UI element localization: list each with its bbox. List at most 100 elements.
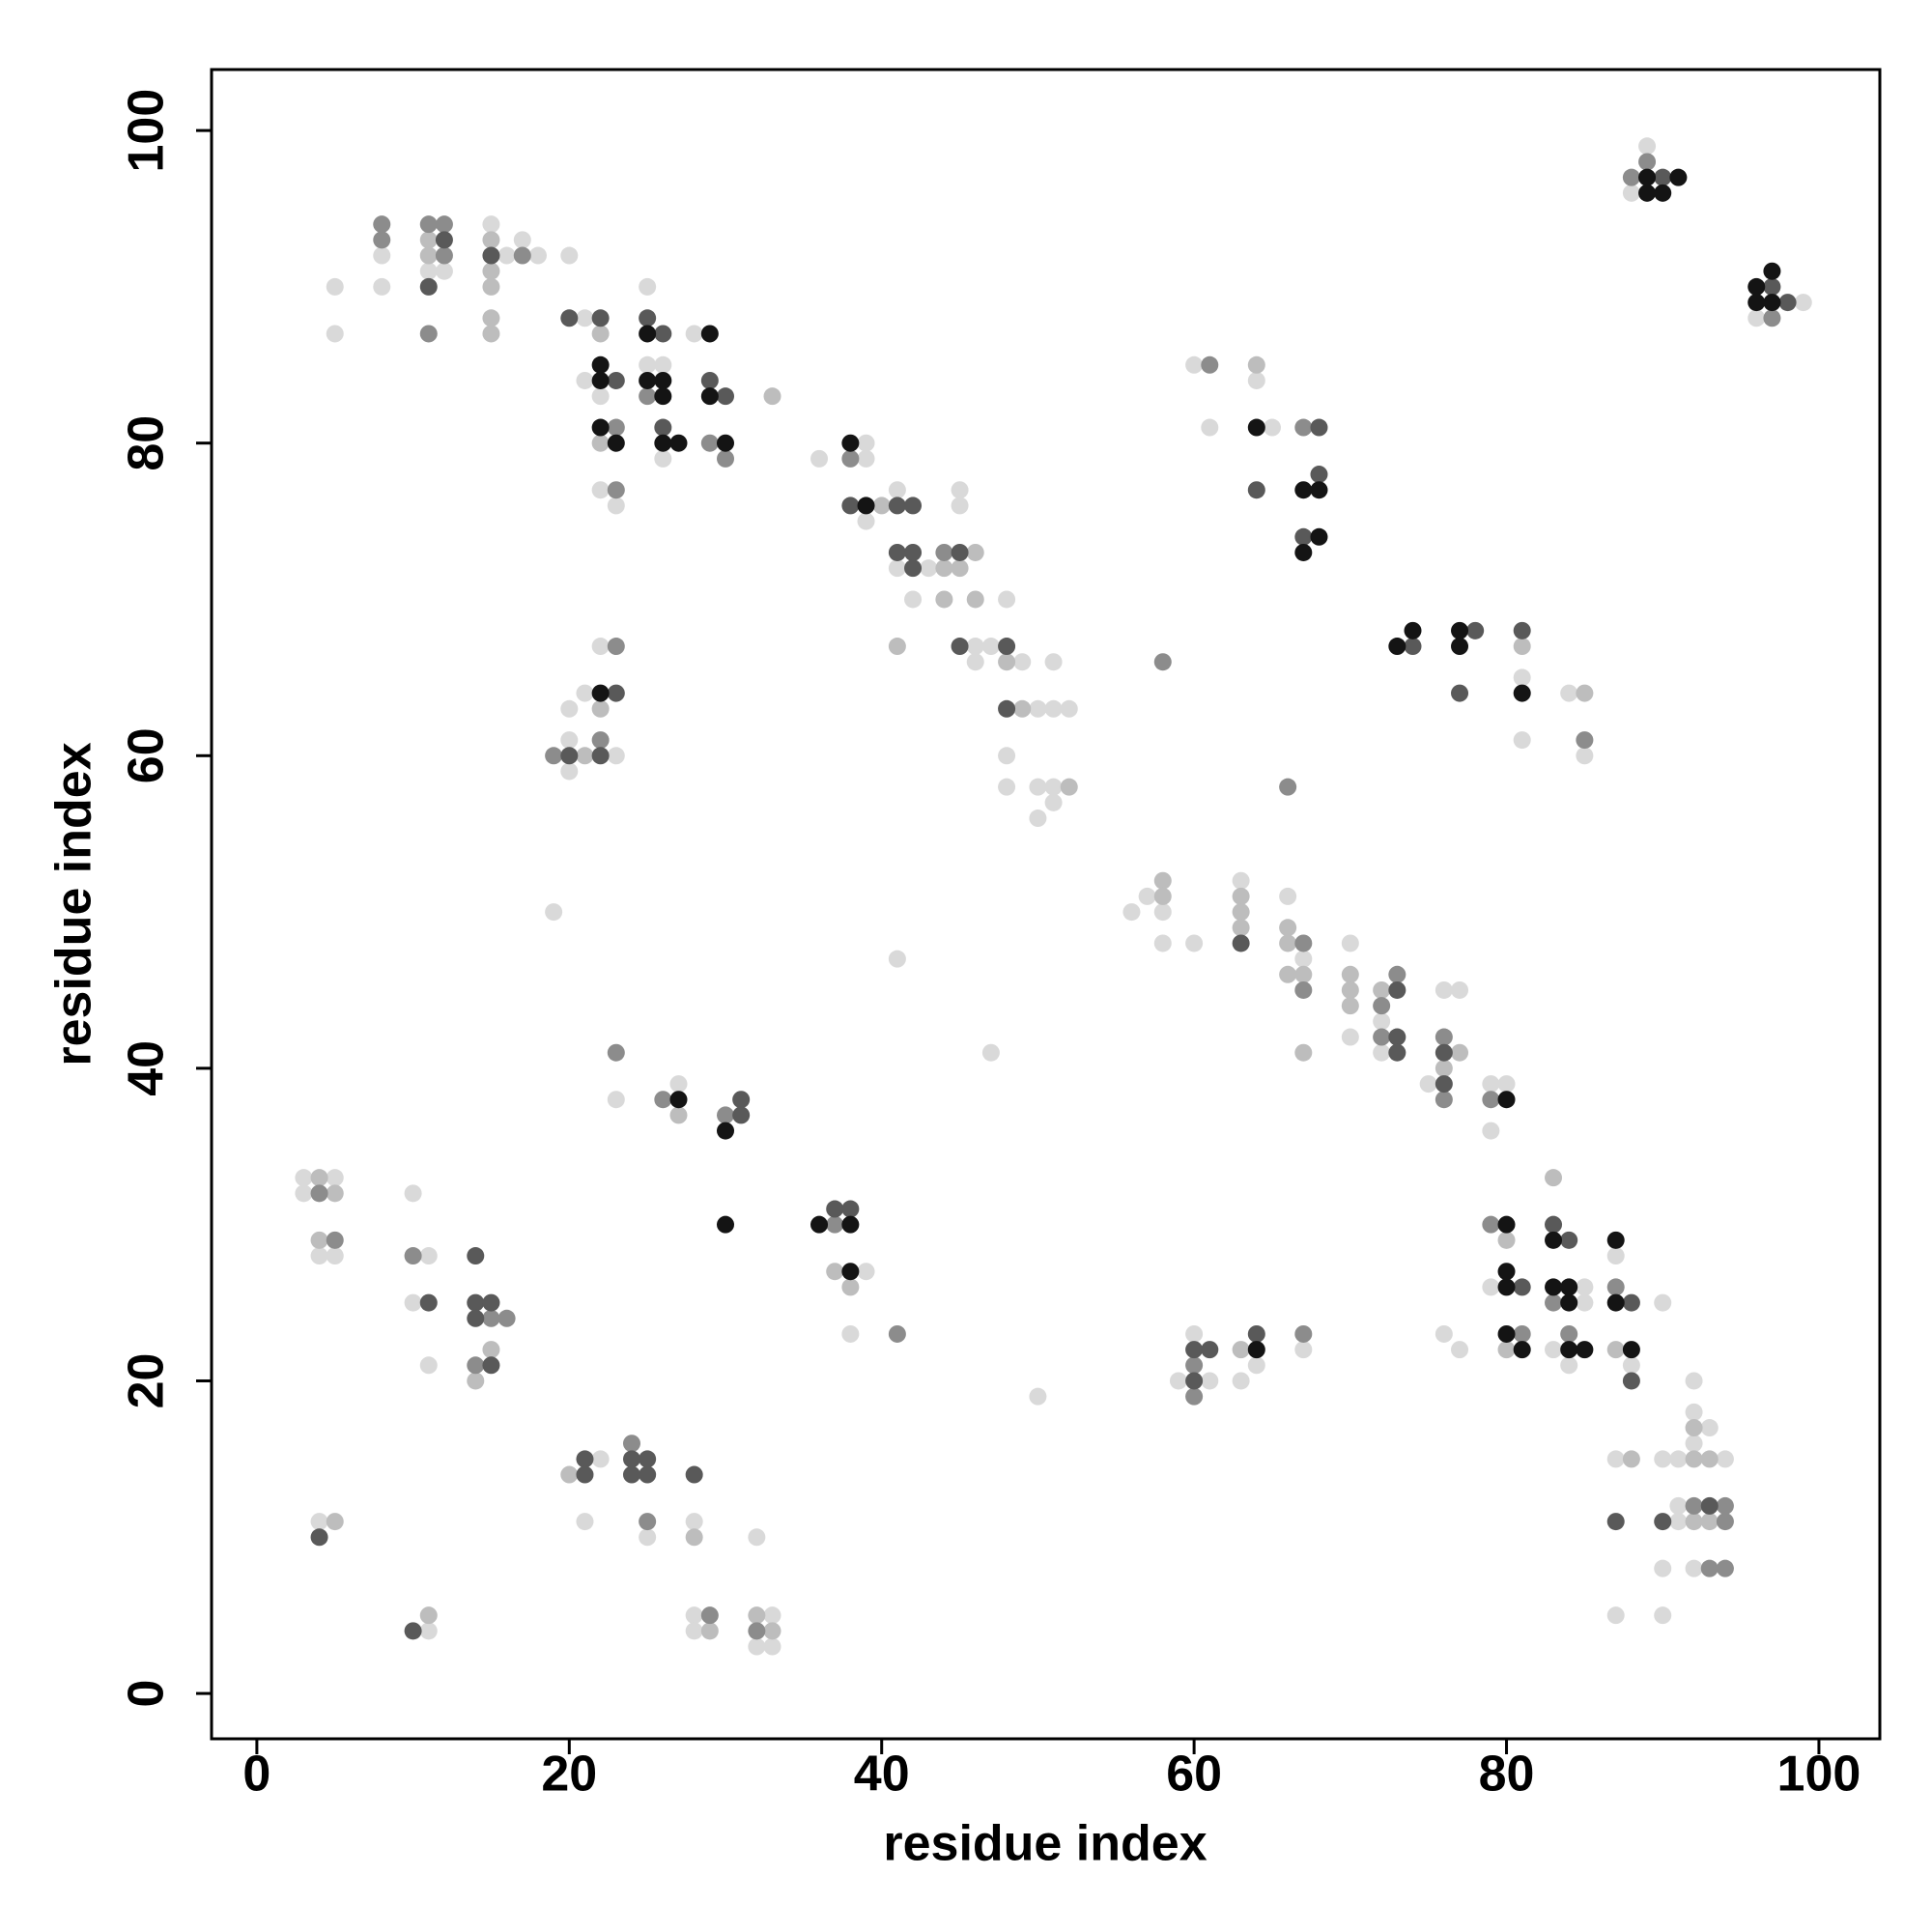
point: [1279, 778, 1297, 796]
point: [1513, 731, 1531, 750]
point: [966, 543, 984, 561]
point: [1606, 1513, 1625, 1531]
point: [560, 246, 579, 265]
point: [1294, 980, 1313, 999]
point: [1497, 1263, 1516, 1281]
point: [763, 387, 781, 406]
point: [748, 1637, 766, 1656]
point: [639, 1528, 657, 1547]
point: [419, 1606, 438, 1625]
point: [1654, 1513, 1672, 1531]
point: [1654, 168, 1672, 186]
point: [1669, 1496, 1688, 1515]
point: [1044, 699, 1063, 718]
point: [1153, 887, 1172, 905]
point: [1747, 309, 1766, 327]
point: [966, 638, 984, 656]
point: [1341, 980, 1359, 999]
point: [1247, 1341, 1265, 1359]
point: [1029, 810, 1047, 828]
point: [639, 371, 657, 389]
point: [717, 434, 735, 452]
point: [576, 1513, 594, 1531]
point: [1247, 481, 1265, 499]
point: [654, 434, 672, 452]
point: [1294, 527, 1313, 546]
point: [1247, 418, 1265, 437]
point: [639, 309, 657, 327]
point: [1545, 1169, 1563, 1187]
point: [826, 1263, 844, 1281]
point: [1482, 1278, 1500, 1296]
point: [419, 231, 438, 249]
point: [326, 325, 344, 343]
point: [482, 309, 500, 327]
point: [841, 497, 860, 515]
point: [1685, 1513, 1703, 1531]
point: [1153, 653, 1172, 671]
point: [1232, 871, 1250, 890]
point: [404, 1622, 422, 1640]
point: [1232, 903, 1250, 922]
point: [1545, 1231, 1563, 1249]
point: [717, 387, 735, 406]
point: [1622, 184, 1640, 202]
point: [763, 1637, 781, 1656]
point: [1560, 1293, 1578, 1312]
point: [717, 1122, 735, 1140]
point: [951, 497, 969, 515]
point: [1513, 1278, 1531, 1296]
x-axis-label: residue index: [883, 1816, 1207, 1872]
point: [669, 1075, 688, 1094]
point: [1044, 653, 1063, 671]
point: [591, 387, 610, 406]
point: [1545, 1293, 1563, 1312]
point: [482, 215, 500, 234]
point: [700, 371, 719, 389]
point: [1169, 1372, 1187, 1390]
point: [654, 387, 672, 406]
point: [1294, 481, 1313, 499]
point: [591, 684, 610, 702]
point: [435, 246, 453, 265]
point: [669, 1106, 688, 1124]
point: [904, 543, 923, 561]
point: [326, 1184, 344, 1203]
point: [419, 246, 438, 265]
point: [1685, 1559, 1703, 1577]
point: [857, 512, 875, 530]
point: [1576, 684, 1594, 702]
point: [1669, 1450, 1688, 1468]
point: [1606, 1293, 1625, 1312]
point: [1201, 355, 1219, 374]
point: [1388, 980, 1406, 999]
point: [1185, 1324, 1204, 1343]
point: [326, 1169, 344, 1187]
point: [576, 371, 594, 389]
point: [435, 231, 453, 249]
point: [1451, 1341, 1469, 1359]
point: [576, 747, 594, 765]
point: [888, 481, 906, 499]
point: [888, 950, 906, 968]
point: [591, 1450, 610, 1468]
point: [482, 231, 500, 249]
point: [1279, 934, 1297, 952]
point: [560, 731, 579, 750]
point: [1185, 1387, 1204, 1406]
point: [1388, 965, 1406, 983]
point: [654, 371, 672, 389]
point: [700, 434, 719, 452]
point: [1560, 1341, 1578, 1359]
point: [810, 449, 829, 468]
point: [373, 215, 391, 234]
point: [700, 1622, 719, 1640]
point: [404, 1184, 422, 1203]
point: [1513, 638, 1531, 656]
point: [1560, 684, 1578, 702]
point: [1606, 1606, 1625, 1625]
point: [310, 1184, 328, 1203]
y-tick-label: 0: [119, 1680, 175, 1708]
point: [935, 590, 953, 609]
